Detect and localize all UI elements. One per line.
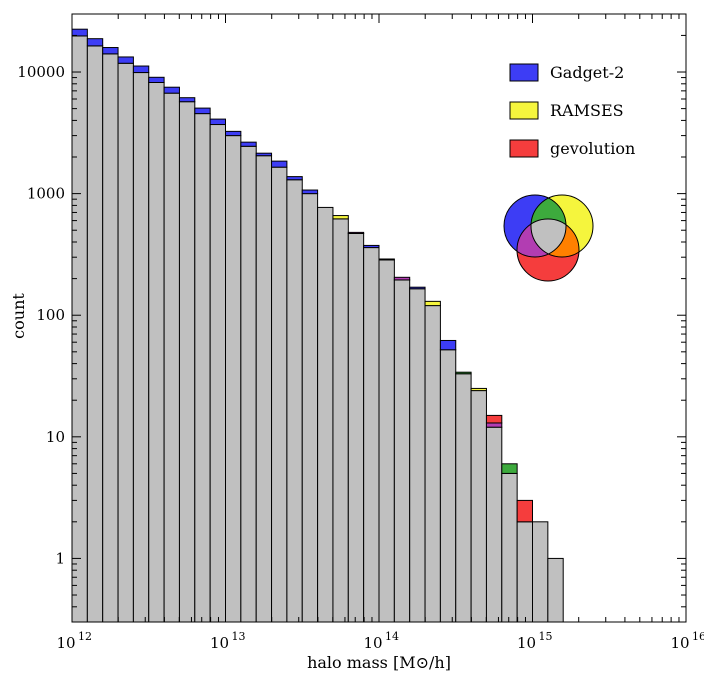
legend-swatch [509,139,539,158]
histogram-bar-22-layer-0 [409,288,426,623]
histogram-bar-28-layer-1 [501,463,518,474]
histogram-bar-17-layer-0 [332,218,349,623]
y-tick-labels: 1 10 100 1000 10000 [17,63,65,567]
histogram-bar-11-layer-0 [240,145,257,623]
histogram-bar-8-layer-0 [194,113,211,623]
x-axis-label: halo mass [M⊙/h] [307,653,451,672]
histogram-bar-13-layer-0 [271,166,288,623]
x-tick-exponent: 15 [539,630,553,643]
histogram-bar-12-layer-1 [255,152,273,157]
histogram-bar-4-layer-0 [132,72,150,623]
histogram-bar-20-layer-0 [378,259,395,623]
x-tick-label: 10 [56,634,75,652]
histogram-bar-16-layer-0 [317,206,334,623]
histogram-bar-27-layer-0 [485,426,503,623]
x-tick-label: 10 [210,634,229,652]
legend-swatch [509,63,539,82]
histogram-bar-18-layer-0 [347,232,365,623]
histogram-bar-25-layer-1 [455,371,472,375]
histogram-bar-2-layer-1 [102,47,119,55]
histogram-bar-5-layer-0 [148,81,165,623]
histogram-bar-19-layer-0 [363,247,380,623]
x-tick-exponent: 12 [78,630,92,643]
y-tick-label: 10 [46,428,65,446]
y-tick-label: 10000 [17,63,65,81]
histogram-bar-17-layer-1 [332,215,349,220]
y-tick-label: 1000 [27,185,65,203]
histogram-bar-15-layer-0 [301,193,319,623]
histogram-bar-0-layer-0 [71,35,88,623]
histogram-bar-29-layer-0 [516,521,534,623]
histogram-bar-21-layer-1 [393,276,411,281]
legend-label: Gadget-2 [550,63,624,82]
histogram-bar-6-layer-1 [163,86,180,94]
histogram-bar-1-layer-0 [86,45,104,623]
histogram-bar-10-layer-1 [225,130,242,137]
y-axis-label: count [9,293,28,339]
histogram-bar-27-layer-1 [485,422,503,428]
histogram-bar-5-layer-1 [148,76,165,83]
histogram-bar-21-layer-0 [393,279,411,623]
histogram-bar-7-layer-1 [178,97,196,103]
histogram-bar-12-layer-0 [255,155,273,623]
histogram-bar-10-layer-0 [225,135,242,623]
legend: Gadget-2 RAMSES gevolution [509,63,635,158]
histogram-bar-20-layer-1 [378,258,395,261]
histogram-bar-11-layer-1 [240,141,257,147]
histogram-bar-13-layer-1 [271,160,288,168]
histogram-bar-14-layer-1 [286,176,303,181]
histogram-bar-9-layer-0 [209,124,226,623]
x-tick-exponent: 13 [232,630,246,643]
histogram-bar-26-layer-0 [470,390,487,623]
histogram-bar-26-layer-1 [470,387,487,392]
histogram-bar-15-layer-1 [301,189,319,195]
x-tick-label: 10 [670,634,689,652]
histogram-bar-23-layer-1 [424,300,441,307]
x-tick-exponent: 14 [385,630,399,643]
histogram-bar-22-layer-1 [409,286,426,290]
venn-diagram-key [503,194,594,282]
histogram-bar-25-layer-0 [455,373,472,623]
y-tick-label: 1 [55,549,65,567]
legend-swatch [509,101,539,120]
x-tick-label: 10 [517,634,536,652]
x-tick-label: 10 [363,634,382,652]
histogram-bar-28-layer-0 [501,472,518,623]
x-tick-labels: 10 12 10 13 10 14 10 15 10 16 [56,630,704,652]
legend-label: gevolution [550,139,635,158]
legend-label: RAMSES [550,101,624,120]
venn-outline [503,194,567,258]
histogram-bar-4-layer-1 [132,65,150,74]
histogram-bar-8-layer-1 [194,107,211,115]
y-tick-label: 100 [36,306,65,324]
histogram-bars [71,28,564,623]
histogram-bar-3-layer-1 [117,56,134,64]
histogram-bar-19-layer-1 [363,244,380,249]
histogram-bar-14-layer-0 [286,179,303,623]
histogram-bar-1-layer-1 [86,38,104,47]
plot-frame [71,13,687,623]
venn-outline [516,218,580,282]
venn-outline [530,194,594,258]
histogram-bar-31-layer-0 [547,557,564,623]
histogram-bar-2-layer-0 [102,53,119,623]
x-tick-exponent: 16 [692,630,704,643]
histogram-bar-7-layer-0 [178,101,196,623]
histogram-bar-18-layer-1 [347,231,365,234]
histogram-bar-24-layer-1 [439,339,457,351]
histogram-bar-30-layer-0 [532,521,549,623]
histogram-bar-6-layer-0 [163,92,180,623]
histogram-bar-23-layer-0 [424,305,441,623]
histogram-bar-9-layer-1 [209,118,226,126]
histogram-bar-29-layer-1 [516,499,534,523]
histogram-bar-27-layer-2 [485,414,503,424]
histogram-bar-3-layer-0 [117,62,134,623]
histogram-bar-24-layer-0 [439,349,457,623]
